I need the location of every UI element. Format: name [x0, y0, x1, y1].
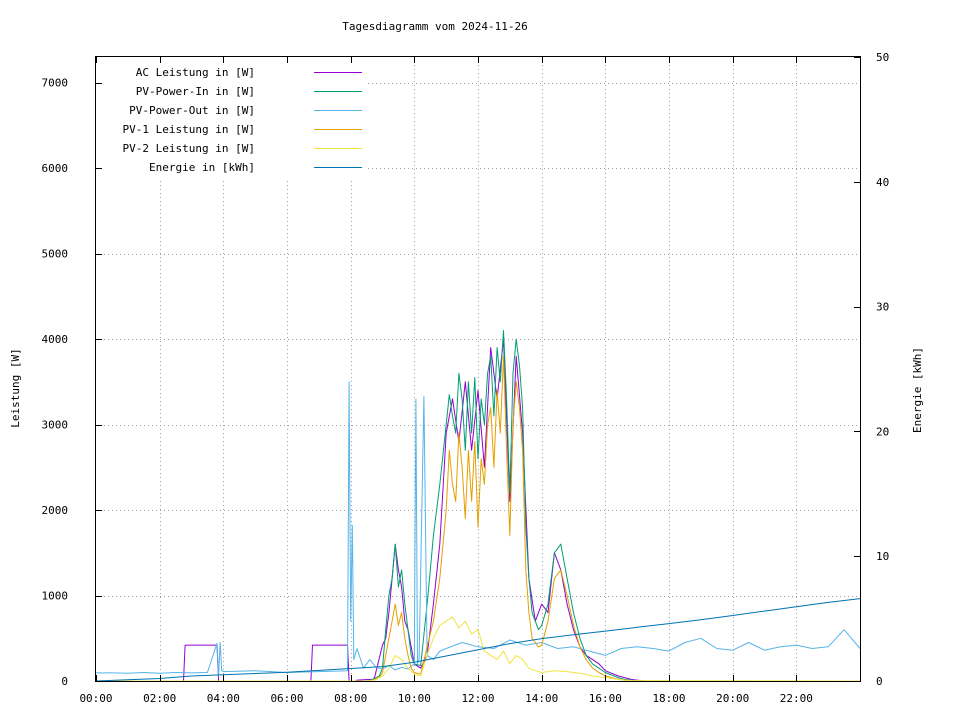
- y2-tick-label: 20: [876, 425, 889, 438]
- series-line-4: [96, 616, 861, 682]
- y-axis-label: Leistung [W]: [9, 348, 22, 427]
- x-tick-label: 14:00: [525, 692, 558, 705]
- y-tick-label: 3000: [42, 419, 69, 432]
- y-tick-label: 7000: [42, 77, 69, 90]
- series-line-2: [96, 381, 861, 677]
- legend-label: PV-Power-Out in [W]: [129, 104, 255, 117]
- x-tick-label: 18:00: [652, 692, 685, 705]
- x-tick-label: 04:00: [207, 692, 240, 705]
- legend-label: PV-2 Leistung in [W]: [123, 142, 255, 155]
- x-tick-label: 00:00: [79, 692, 112, 705]
- chart-title: Tagesdiagramm vom 2024-11-26: [342, 20, 527, 33]
- y-tick-label: 1000: [42, 590, 69, 603]
- series-line-3: [96, 355, 860, 682]
- legend-label: PV-1 Leistung in [W]: [123, 123, 255, 136]
- y2-tick-label: 50: [876, 51, 889, 64]
- x-tick-label: 22:00: [780, 692, 813, 705]
- plot-frame: [95, 56, 861, 682]
- y2-axis-label: Energie [kWh]: [911, 347, 924, 433]
- x-tick-label: 06:00: [270, 692, 303, 705]
- x-tick-label: 08:00: [334, 692, 367, 705]
- x-tick-label: 02:00: [143, 692, 176, 705]
- axes: 00:00 02:00 04:00 06:00 08:00 10:00 12:00 14:00…: [42, 51, 890, 705]
- grid-lines: [96, 57, 860, 681]
- y-tick-label: 2000: [42, 504, 69, 517]
- x-tick-label: 20:00: [716, 692, 749, 705]
- y-tick-label: 4000: [42, 333, 69, 346]
- y2-tick-label: 0: [876, 675, 883, 688]
- y-tick-label: 0: [61, 675, 68, 688]
- legend-label: AC Leistung in [W]: [136, 66, 255, 79]
- y-tick-label: 5000: [42, 248, 69, 261]
- x-tick-label: 12:00: [461, 692, 494, 705]
- legend-label: Energie in [kWh]: [149, 161, 255, 174]
- series-line-5: [95, 598, 861, 682]
- x-tick-label: 16:00: [589, 692, 622, 705]
- y2-tick-label: 10: [876, 550, 889, 563]
- y2-tick-label: 40: [876, 176, 889, 189]
- y2-tick-label: 30: [876, 301, 889, 314]
- y-tick-label: 6000: [42, 162, 69, 175]
- legend-label: PV-Power-In in [W]: [136, 85, 255, 98]
- series-lines: [95, 330, 861, 682]
- legend: AC Leistung in [W] PV-Power-In in [W] PV-P…: [97, 62, 367, 178]
- x-tick-label: 10:00: [398, 692, 431, 705]
- legend-background: [97, 62, 367, 178]
